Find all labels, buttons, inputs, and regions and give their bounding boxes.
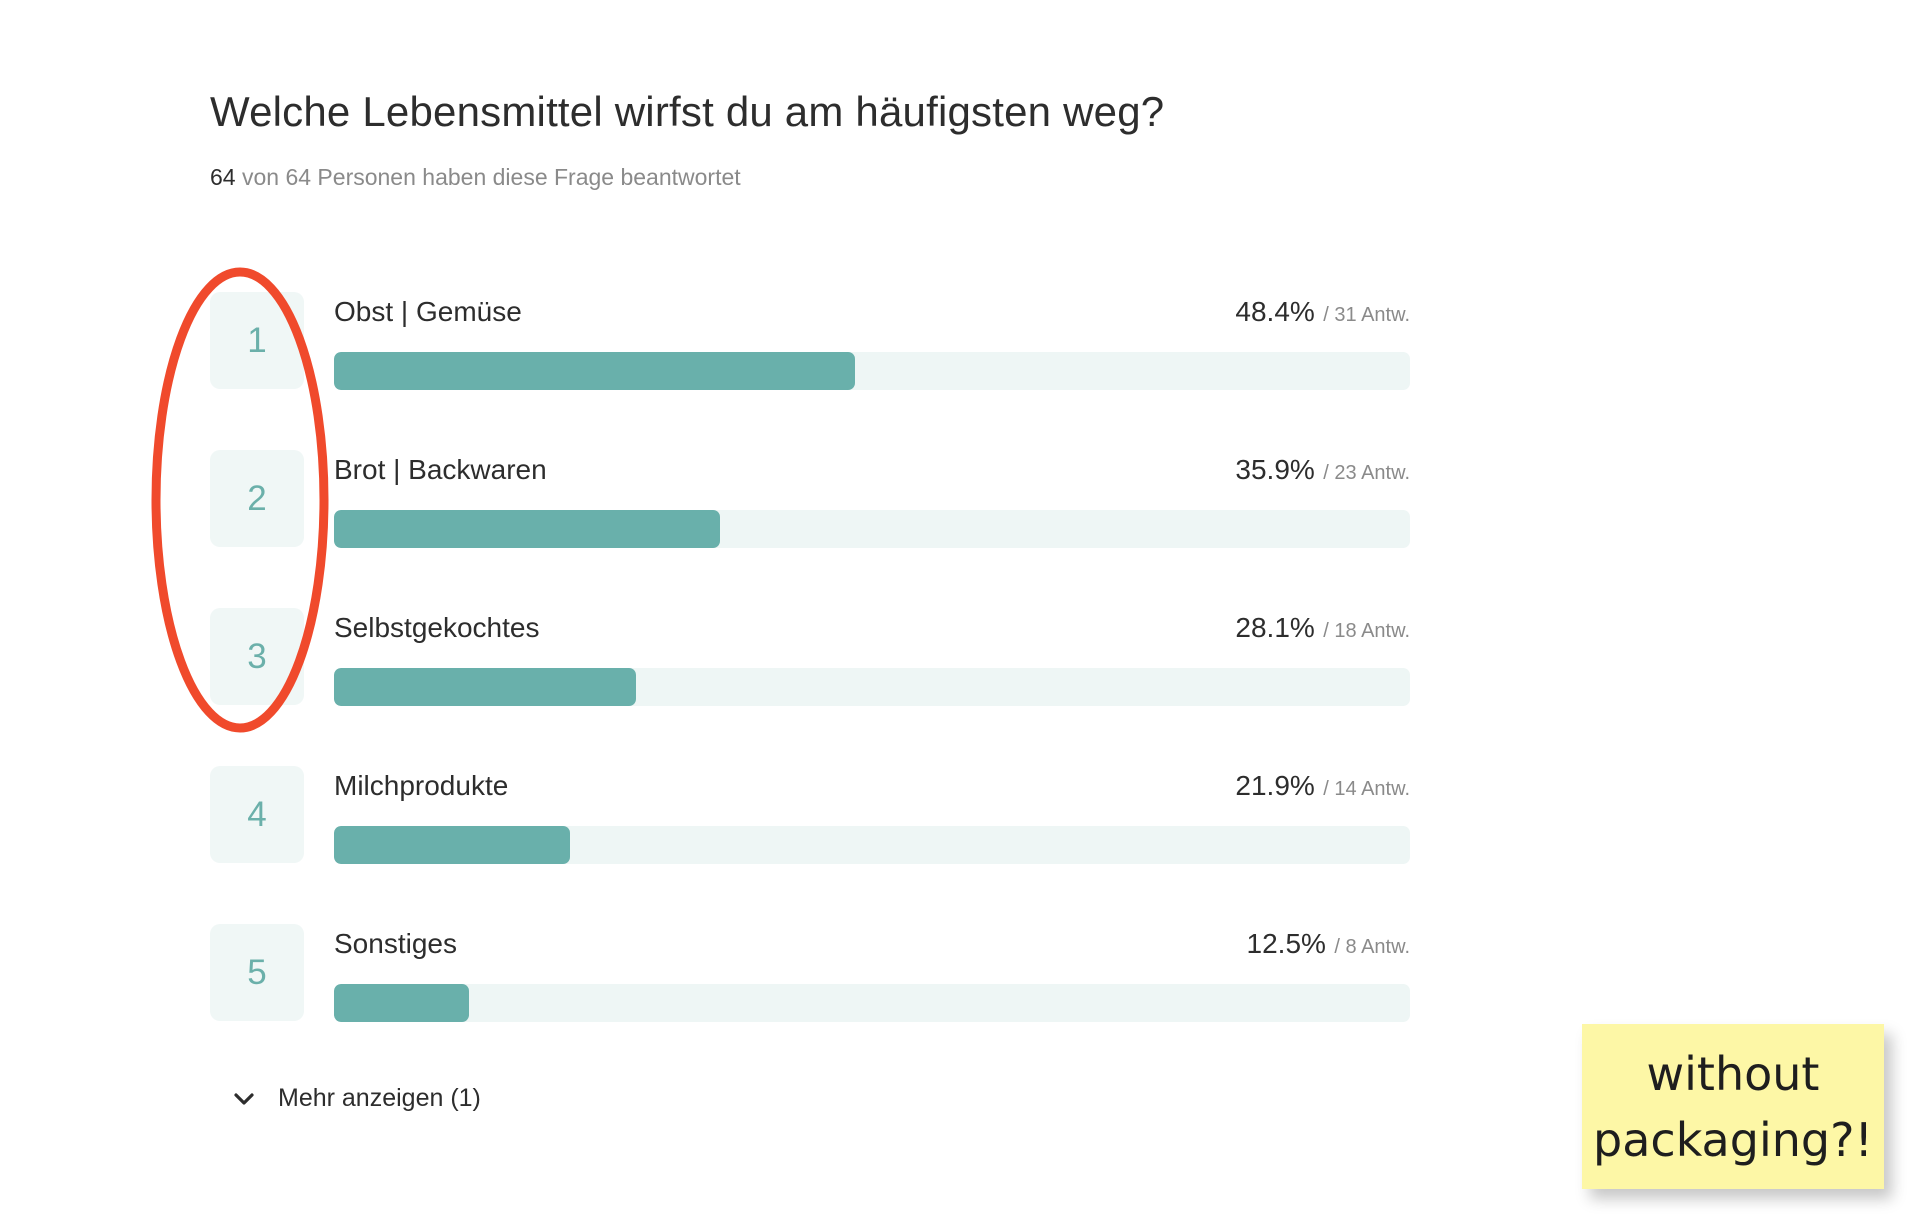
option-label: Brot | Backwaren (334, 454, 547, 485)
show-more-button[interactable]: Mehr anzeigen (1) (232, 1084, 481, 1113)
result-bar-track (334, 352, 1410, 390)
survey-question-card: Welche Lebensmittel wirfst du am häufigs… (210, 82, 1410, 1112)
result-bar-track (334, 984, 1410, 1022)
result-bar-fill (334, 352, 855, 390)
rank-badge: 4 (210, 766, 304, 863)
result-bar-fill (334, 826, 570, 864)
answered-count: 64 (210, 164, 236, 190)
rank-badge: 5 (210, 924, 304, 1021)
option-label: Obst | Gemüse (334, 296, 522, 327)
option-percent: 21.9% (1235, 770, 1315, 801)
option-percent: 35.9% (1235, 454, 1315, 485)
result-bar-track (334, 510, 1410, 548)
option-count: / 8 Antw. (1334, 936, 1410, 958)
option-row: 1 Obst | Gemüse 48.4% / 31 Antw. (210, 292, 1410, 450)
sticky-note-line: packaging?! (1593, 1112, 1873, 1167)
option-label: Milchprodukte (334, 770, 509, 801)
option-percent: 48.4% (1235, 296, 1315, 327)
result-bar-track (334, 826, 1410, 864)
option-label: Selbstgekochtes (334, 612, 540, 643)
option-stats: 48.4% / 31 Antw. (1235, 294, 1410, 335)
option-stats: 21.9% / 14 Antw. (1235, 768, 1410, 809)
show-more-label: Mehr anzeigen (1) (278, 1084, 481, 1112)
option-row: 3 Selbstgekochtes 28.1% / 18 Antw. (210, 608, 1410, 766)
chevron-down-icon (234, 1092, 254, 1105)
option-stats: 12.5% / 8 Antw. (1247, 926, 1410, 967)
option-percent: 12.5% (1246, 928, 1326, 959)
option-row: 5 Sonstiges 12.5% / 8 Antw. (210, 924, 1410, 1082)
question-title: Welche Lebensmittel wirfst du am häufigs… (210, 88, 1165, 135)
option-row: 4 Milchprodukte 21.9% / 14 Antw. (210, 766, 1410, 924)
option-count: / 18 Antw. (1323, 620, 1410, 642)
option-percent: 28.1% (1235, 612, 1315, 643)
rank-badge: 3 (210, 608, 304, 705)
option-stats: 28.1% / 18 Antw. (1235, 610, 1410, 651)
sticky-note-line: without (1646, 1046, 1820, 1101)
result-bar-fill (334, 668, 637, 706)
respondents-summary: 64 von 64 Personen haben diese Frage bea… (210, 162, 1410, 192)
option-count: / 23 Antw. (1323, 462, 1410, 484)
option-count: / 14 Antw. (1323, 778, 1410, 800)
sticky-note: without packaging?! (1582, 1024, 1884, 1189)
option-stats: 35.9% / 23 Antw. (1235, 452, 1410, 493)
rank-badge: 2 (210, 450, 304, 547)
option-label: Sonstiges (334, 928, 457, 959)
respondents-text: von 64 Personen haben diese Frage beantw… (235, 164, 741, 190)
option-count: / 31 Antw. (1323, 304, 1410, 326)
result-bar-fill (334, 984, 469, 1022)
option-row: 2 Brot | Backwaren 35.9% / 23 Antw. (210, 450, 1410, 608)
result-bar-track (334, 668, 1410, 706)
rank-badge: 1 (210, 292, 304, 389)
options-list: 1 Obst | Gemüse 48.4% / 31 Antw. 2 Brot … (210, 292, 1410, 1082)
result-bar-fill (334, 510, 721, 548)
